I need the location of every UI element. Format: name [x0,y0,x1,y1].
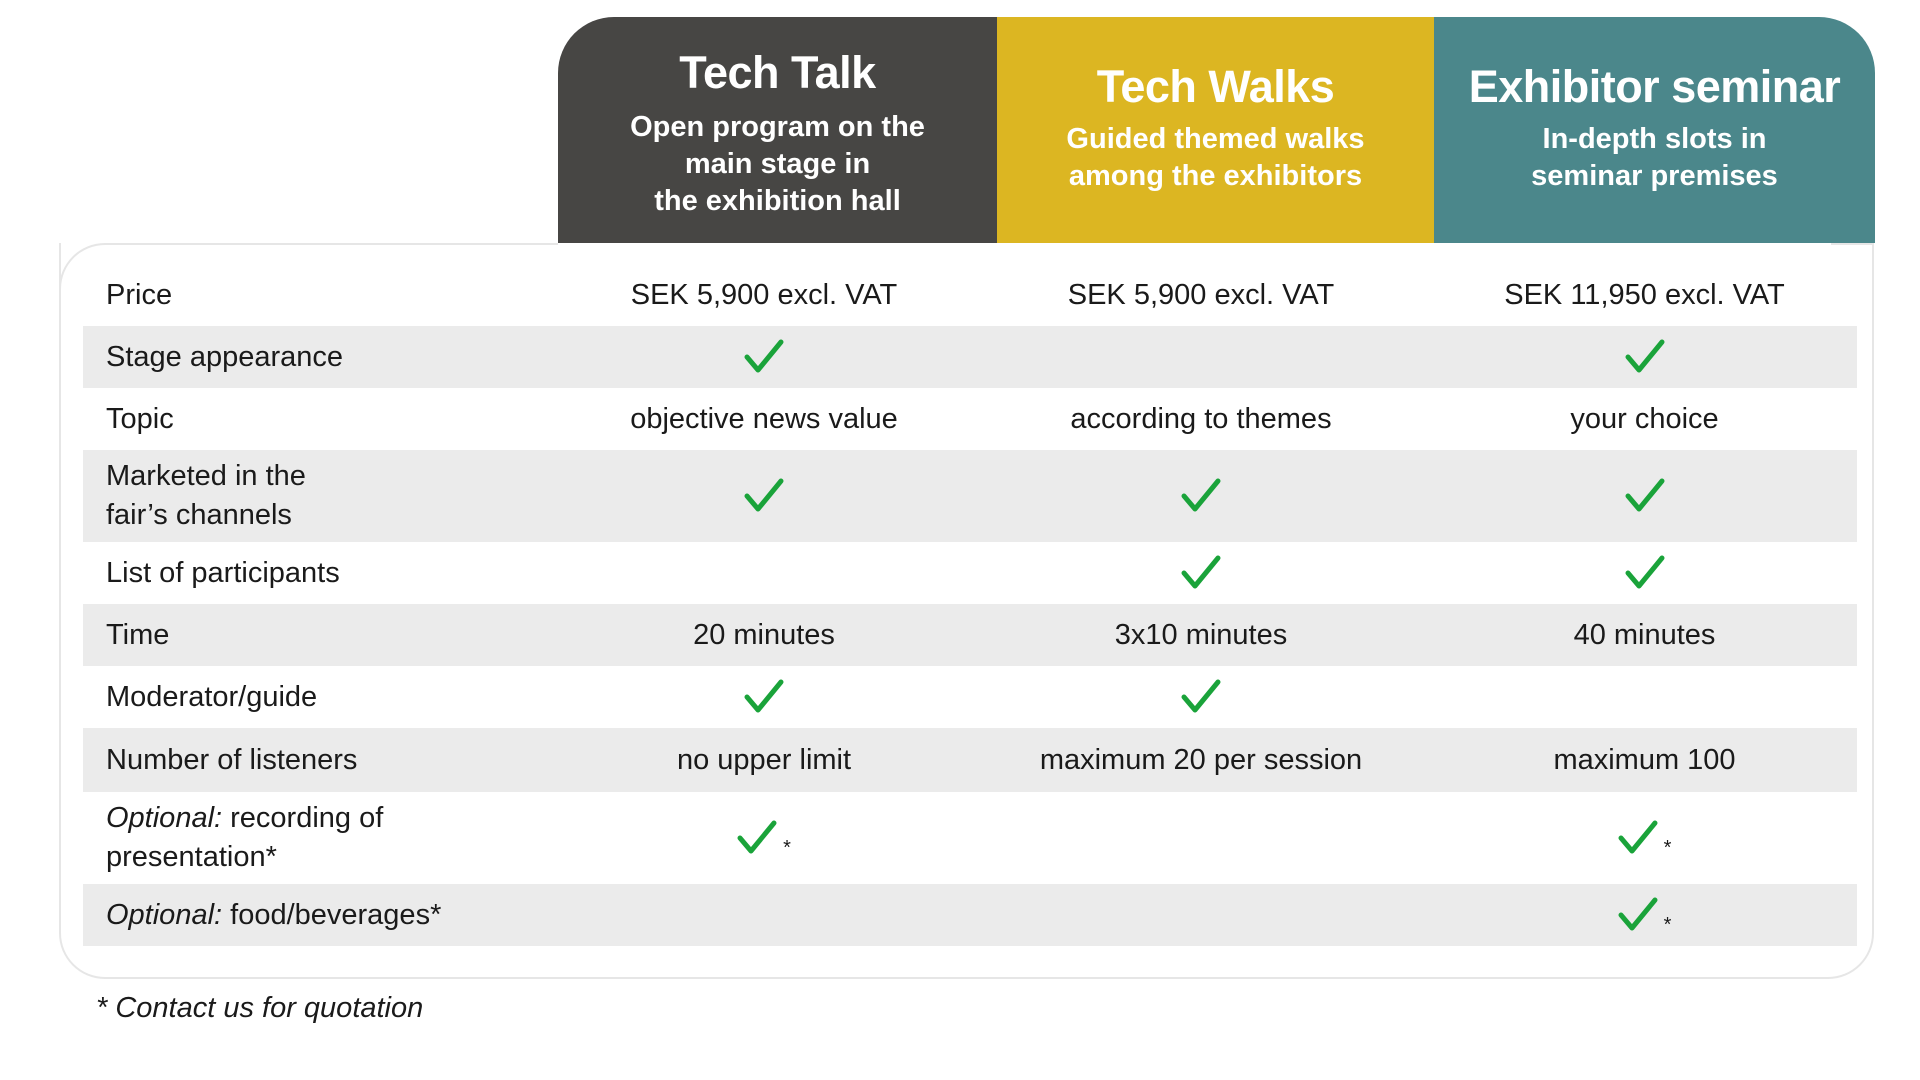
comparison-table: Price SEK 5,900 excl. VAT SEK 5,900 excl… [83,264,1857,946]
cell-tech-walks: maximum 20 per session [1039,743,1363,776]
cell-exhibitor-seminar [1432,555,1857,591]
check-icon [744,339,784,375]
optional-label: Optional: [106,898,223,931]
cell-tech-talk [558,478,970,514]
cell-tech-walks [970,555,1432,591]
optional-label: Optional: [106,802,223,834]
cell-exhibitor-seminar [1432,339,1857,375]
asterisk: * [1663,913,1672,936]
check-icon [737,820,777,856]
table-row-moderator: Moderator/guide [83,666,1857,728]
header-exhibitor-seminar: Exhibitor seminar In-depth slots in semi… [1434,17,1875,243]
check-icon [1181,478,1221,514]
cell-exhibitor-seminar: your choice [1570,402,1719,435]
footnote: * Contact us for quotation [96,992,424,1024]
header-title: Exhibitor seminar [1468,61,1841,112]
row-label: Marketed in the fair’s channels [106,460,306,531]
cell-tech-talk: 20 minutes [693,618,835,651]
cell-tech-talk: no upper limit [676,743,852,776]
row-label-line2: presentation* [106,841,277,873]
cell-tech-walks: SEK 5,900 excl. VAT [1067,278,1335,311]
card-top-right-border [1831,243,1874,289]
row-label: Time [106,618,170,651]
asterisk: * [783,836,791,859]
table-row-time: Time 20 minutes 3x10 minutes 40 minutes [83,604,1857,666]
cell-exhibitor-seminar: * [1432,819,1857,859]
row-label: Optional: recording of presentation* [83,799,558,877]
cell-tech-talk [558,339,970,375]
header-tech-talk: Tech Talk Open program on the main stage… [558,17,997,243]
cell-tech-walks: according to themes [1070,402,1332,435]
table-row-price: Price SEK 5,900 excl. VAT SEK 5,900 excl… [83,264,1857,326]
header-subtitle: In-depth slots in seminar premises [1531,123,1778,192]
cell-tech-walks [970,679,1432,715]
header-title: Tech Talk [679,47,876,98]
table-row-marketed: Marketed in the fair’s channels [83,450,1857,542]
cell-exhibitor-seminar: SEK 11,950 excl. VAT [1504,278,1785,311]
cell-exhibitor-seminar: maximum 100 [1553,743,1736,776]
row-label-rest: food/beverages* [222,898,442,931]
row-label: Stage appearance [106,340,344,373]
table-row-participants: List of participants [83,542,1857,604]
row-label: List of participants [106,556,340,589]
table-row-listeners: Number of listeners no upper limit maxim… [83,728,1857,792]
header-subtitle: Open program on the main stage in the ex… [630,111,925,217]
check-icon [1618,897,1658,933]
cell-tech-talk: objective news value [630,402,898,435]
row-label: Number of listeners [106,743,358,776]
check-icon [1181,555,1221,591]
row-label-rest: recording of [222,802,384,834]
row-label: Moderator/guide [106,680,318,713]
table-row-stage-appearance: Stage appearance [83,326,1857,388]
table-row-topic: Topic objective news value according to … [83,388,1857,450]
cell-tech-walks [970,478,1432,514]
header-title: Tech Walks [1096,61,1335,112]
header-subtitle: Guided themed walks among the exhibitors [1066,123,1365,192]
cell-tech-talk: * [558,819,970,859]
table-row-recording: Optional: recording of presentation* * * [83,792,1857,884]
cell-tech-talk: SEK 5,900 excl. VAT [630,278,898,311]
cell-exhibitor-seminar: 40 minutes [1573,618,1716,651]
cell-tech-walks: 3x10 minutes [1114,618,1288,651]
cell-exhibitor-seminar [1432,478,1857,514]
row-label: Price [106,278,173,311]
header-tech-walks: Tech Walks Guided themed walks among the… [997,17,1434,243]
cell-exhibitor-seminar: * [1432,896,1857,936]
check-icon [744,478,784,514]
row-label: Optional: food/beverages* [83,896,558,935]
check-icon [1625,339,1665,375]
check-icon [1625,478,1665,514]
check-icon [1618,820,1658,856]
cell-tech-talk [558,679,970,715]
check-icon [1181,679,1221,715]
table-row-food: Optional: food/beverages* * [83,884,1857,946]
check-icon [1625,555,1665,591]
row-label: Topic [106,402,174,435]
check-icon [744,679,784,715]
asterisk: * [1663,836,1672,859]
